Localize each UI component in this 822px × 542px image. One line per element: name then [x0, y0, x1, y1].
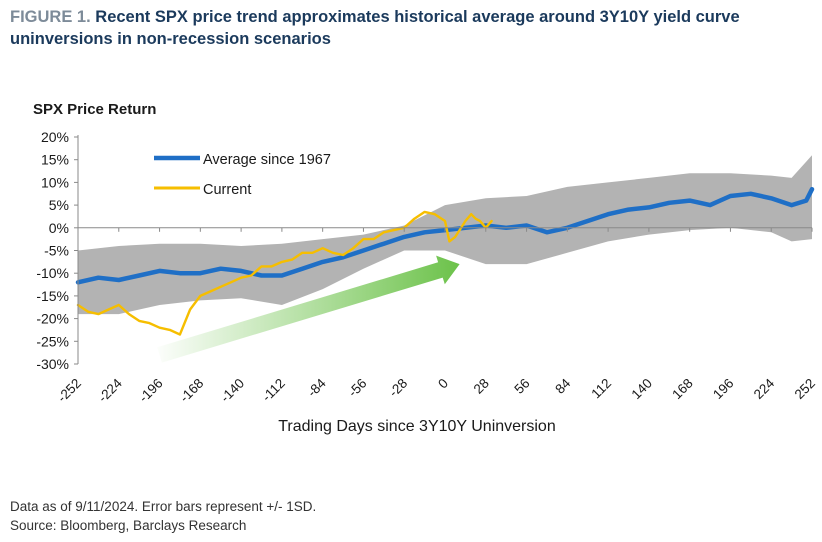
x-tick-label: 196: [710, 376, 737, 403]
y-tick-label: 5%: [49, 197, 69, 213]
x-tick-label: 84: [552, 375, 574, 397]
y-tick-label: -20%: [36, 311, 69, 327]
footnotes: Data as of 9/11/2024. Error bars represe…: [10, 497, 316, 535]
trend-arrow-layer: [157, 255, 460, 363]
x-tick-label: 56: [511, 376, 532, 397]
y-tick-label: 15%: [41, 152, 69, 168]
y-tick-label: -10%: [36, 265, 69, 281]
x-tick-label: 0: [435, 376, 451, 392]
y-tick-label: -30%: [36, 356, 69, 372]
series-line-current: [76, 210, 493, 336]
x-axis-title: Trading Days since 3Y10Y Uninversion: [278, 418, 555, 435]
y-tick-label: 20%: [41, 129, 69, 145]
x-tick-label: 224: [751, 375, 778, 402]
x-tick-label: -252: [54, 376, 84, 406]
legend: Average since 1967 Current: [154, 152, 331, 198]
figure-title: FIGURE 1. Recent SPX price trend approxi…: [10, 6, 810, 50]
series-layer: [75, 186, 815, 336]
trend-arrow: [157, 255, 460, 363]
y-tick-label: 10%: [41, 174, 69, 190]
note-source: Source: Bloomberg, Barclays Research: [10, 518, 247, 533]
x-tick-label: 252: [792, 376, 819, 403]
x-tick-label: -140: [218, 376, 248, 406]
x-tick-label: -84: [304, 375, 329, 400]
x-tick-label: 112: [588, 376, 614, 402]
spx-return-chart: 20% 15% 10% 5% 0% -5% -10% -15% -20% -25% -30% -252…: [36, 129, 819, 435]
x-tick-label: -168: [177, 376, 207, 406]
x-tick-label: -56: [345, 376, 369, 400]
y-tick-label: 0%: [49, 220, 69, 236]
sd-band: [78, 155, 812, 315]
x-tick-label: -112: [259, 376, 288, 405]
figure-title-text: Recent SPX price trend approximates hist…: [10, 8, 740, 48]
x-tick-label: 28: [471, 376, 492, 397]
x-tick-label: -28: [386, 376, 410, 400]
x-tick-label: -224: [95, 375, 125, 405]
series-line-average-since-1967: [75, 186, 815, 285]
x-tick-label: -196: [136, 376, 166, 406]
legend-label-average: Average since 1967: [203, 152, 331, 168]
y-axis-title: SPX Price Return: [33, 101, 157, 118]
y-tick-label: -15%: [36, 288, 69, 304]
sd-band-layer: [78, 155, 812, 315]
legend-label-current: Current: [203, 182, 251, 198]
note-data-as-of: Data as of 9/11/2024. Error bars represe…: [10, 499, 317, 514]
y-tick-label: -5%: [44, 243, 69, 259]
x-tick-label: 140: [628, 376, 655, 403]
y-tick-label: -25%: [36, 333, 69, 349]
figure-prefix: FIGURE 1.: [10, 8, 91, 26]
x-tick-label: 168: [669, 376, 696, 403]
